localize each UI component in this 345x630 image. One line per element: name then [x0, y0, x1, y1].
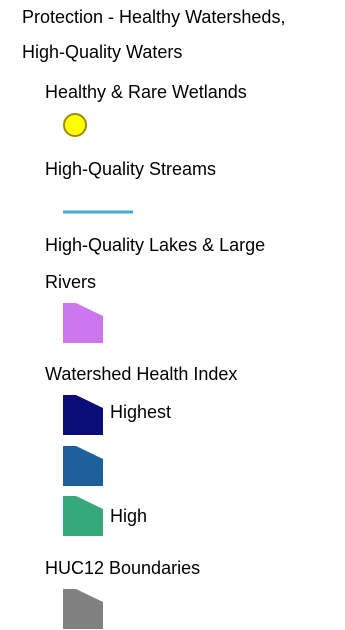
layer-title-huc12: HUC12 Boundaries [45, 558, 201, 578]
legend-title-line-1: Protection - Healthy Watersheds, [22, 7, 286, 27]
legend-title-line-2: High-Quality Waters [22, 42, 183, 62]
health-high-polygon-icon [63, 496, 103, 536]
lake-polygon-icon [63, 303, 103, 343]
health-class-label-high: High [110, 506, 148, 526]
layer-title-lakes-line-1: High-Quality Lakes & Large [45, 235, 266, 255]
layer-title-lakes-line-2: Rivers [45, 272, 97, 292]
layer-title-streams: High-Quality Streams [45, 159, 217, 179]
health-highest-polygon-icon [63, 395, 103, 435]
health-mid-polygon-icon [63, 446, 103, 486]
huc12-polygon-icon [63, 589, 103, 629]
layer-title-wetlands: Healthy & Rare Wetlands [45, 82, 247, 102]
stream-line-icon [63, 210, 133, 214]
health-class-label-highest: Highest [110, 402, 172, 422]
layer-title-health-index: Watershed Health Index [45, 364, 238, 384]
wetland-circle-icon [63, 113, 87, 137]
